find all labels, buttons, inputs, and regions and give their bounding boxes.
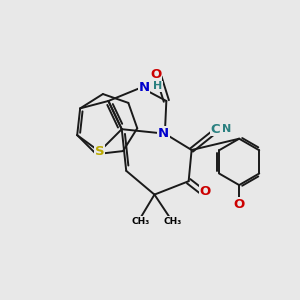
Text: O: O — [233, 198, 245, 211]
Text: CH₃: CH₃ — [163, 217, 182, 226]
Text: N: N — [139, 81, 150, 94]
Text: H: H — [153, 81, 162, 91]
Text: N: N — [158, 127, 169, 140]
Text: O: O — [150, 68, 162, 81]
Text: CH₃: CH₃ — [132, 217, 150, 226]
Text: C: C — [211, 123, 220, 136]
Text: S: S — [95, 145, 104, 158]
Text: N: N — [222, 124, 231, 134]
Text: O: O — [200, 185, 211, 198]
